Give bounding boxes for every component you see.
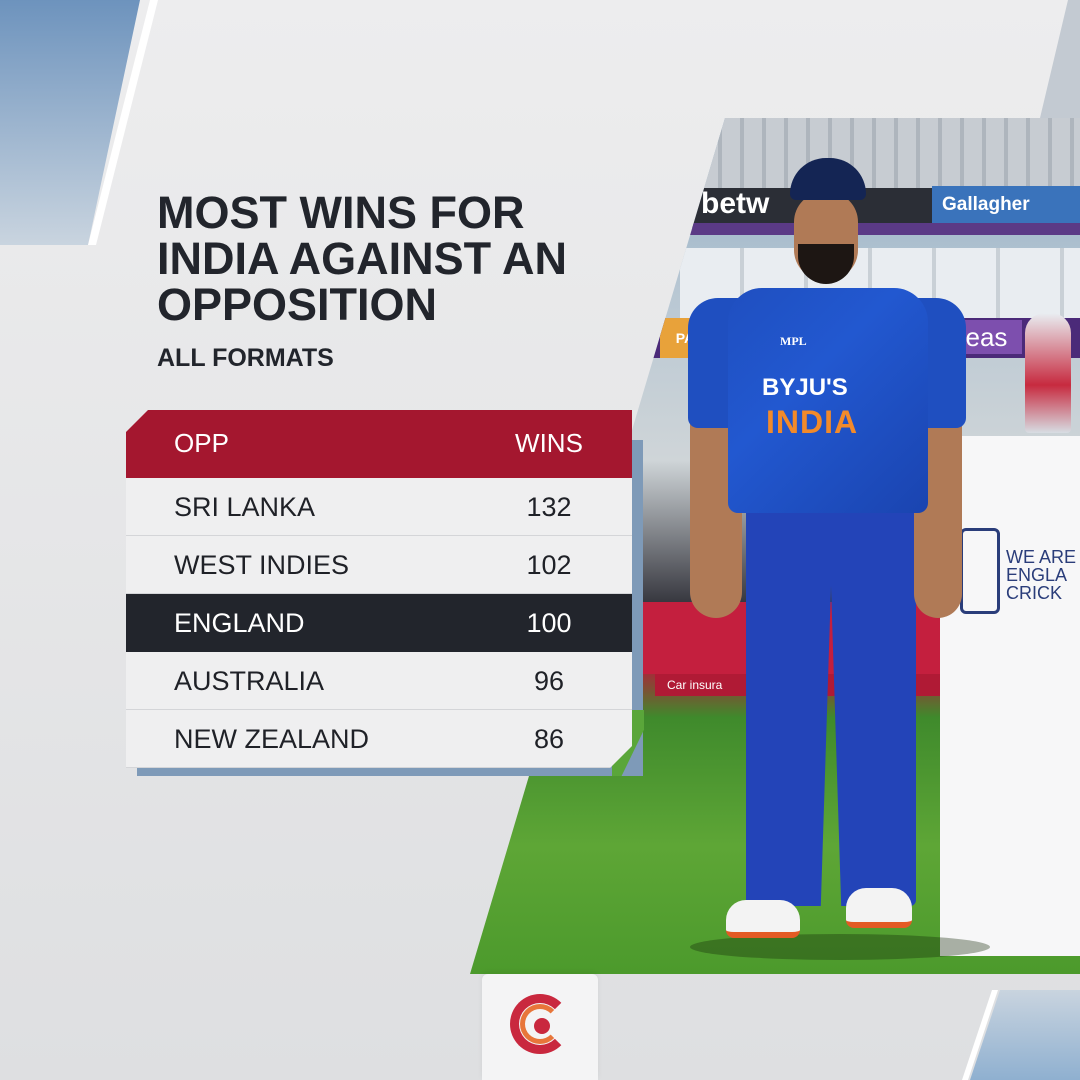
logo-ball xyxy=(534,1018,550,1034)
player-shadow xyxy=(690,934,990,960)
wins-cell: 96 xyxy=(533,666,565,696)
gallagher-board: Gallagher xyxy=(932,186,1080,224)
table-row: AUSTRALIA 96 xyxy=(126,652,632,710)
player-jersey xyxy=(728,288,928,513)
opp-cell: WEST INDIES xyxy=(174,550,350,580)
column-header-opp: OPP xyxy=(174,428,229,458)
corner-stripe-top-right xyxy=(1040,0,1080,118)
wins-cell: 100 xyxy=(526,608,572,638)
table-row: NEW ZEALAND 86 xyxy=(126,710,632,768)
brand-logo-tab xyxy=(482,974,598,1080)
player-shoe-right xyxy=(846,888,912,928)
table-row-highlighted: ENGLAND 100 xyxy=(126,594,632,652)
player-shoe-left xyxy=(726,900,800,938)
player-figure: MPL BYJU'S INDIA xyxy=(670,148,990,960)
wins-cell: 102 xyxy=(526,550,572,580)
page-title: MOST WINS FOR INDIA AGAINST AN OPPOSITIO… xyxy=(157,187,567,330)
cricket-ball-logo-icon xyxy=(510,994,570,1054)
logo-inner-ring xyxy=(520,1004,560,1044)
jersey-maker-logo: MPL xyxy=(780,334,807,348)
trophy xyxy=(1025,313,1071,433)
ecb-line-3: CRICK xyxy=(1006,583,1063,603)
wins-table: OPP WINS SRI LANKA 132 WEST INDIES 102 E… xyxy=(126,410,632,768)
table-row: WEST INDIES 102 xyxy=(126,536,632,594)
ecb-backdrop xyxy=(940,436,1080,956)
opp-cell: NEW ZEALAND xyxy=(174,724,370,754)
jersey-team-name: INDIA xyxy=(766,404,859,440)
player-trousers xyxy=(746,506,916,906)
opp-cell: AUSTRALIA xyxy=(174,666,325,696)
stadium-stands xyxy=(700,118,1080,188)
betway-board: betw xyxy=(701,187,770,220)
opp-cell: SRI LANKA xyxy=(174,492,316,522)
table-row: SRI LANKA 132 xyxy=(126,478,632,536)
ecb-crest-icon xyxy=(960,528,1000,614)
player-beard xyxy=(798,244,854,284)
table-header: OPP WINS xyxy=(126,410,632,478)
page-subtitle: ALL FORMATS xyxy=(157,344,334,372)
ecb-line-1: WE ARE xyxy=(1006,547,1077,567)
ecb-line-2: ENGLA xyxy=(1006,565,1068,585)
player-cap xyxy=(790,158,866,200)
purple-ribbon xyxy=(660,223,1080,235)
ecb-wordmark: WE ARE ENGLA CRICK xyxy=(1006,548,1076,602)
opp-cell: ENGLAND xyxy=(174,608,305,638)
column-header-wins: WINS xyxy=(515,428,583,458)
wins-cell: 86 xyxy=(533,724,565,754)
wins-cell: 132 xyxy=(526,492,572,522)
jersey-sponsor: BYJU'S xyxy=(762,374,848,401)
